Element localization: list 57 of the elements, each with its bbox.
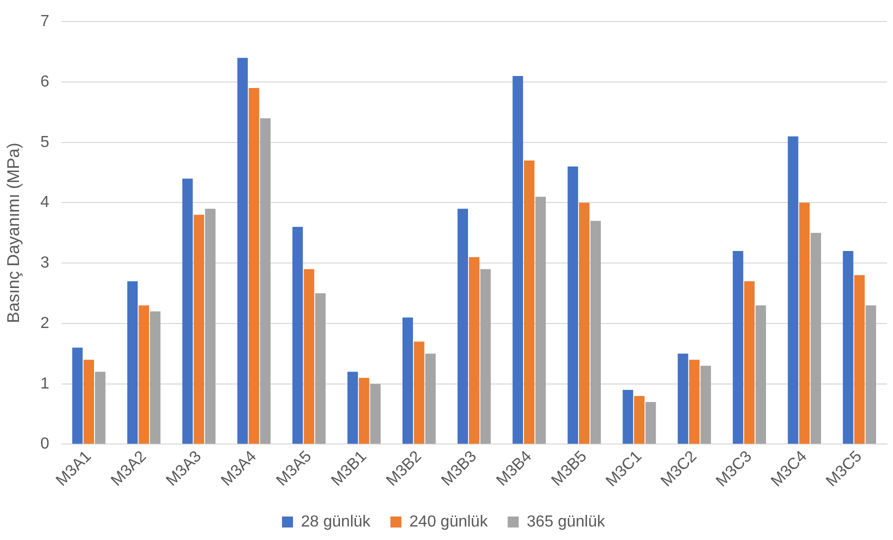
bar bbox=[568, 166, 578, 444]
bar bbox=[799, 202, 810, 444]
bar bbox=[194, 214, 204, 444]
bar bbox=[304, 269, 314, 444]
bar bbox=[535, 196, 546, 444]
bar bbox=[370, 384, 381, 444]
bar bbox=[150, 311, 160, 444]
bar bbox=[744, 281, 755, 444]
y-tick-label: 1 bbox=[40, 375, 50, 392]
bar bbox=[414, 342, 424, 444]
y-tick-label: 6 bbox=[40, 73, 50, 90]
bar bbox=[524, 160, 534, 444]
y-tick-label: 5 bbox=[40, 134, 50, 151]
bar bbox=[205, 208, 216, 444]
y-tick-label: 2 bbox=[40, 314, 50, 332]
bar bbox=[260, 118, 271, 444]
bar bbox=[622, 390, 634, 444]
y-tick-label: 7 bbox=[40, 13, 50, 30]
bar bbox=[358, 378, 370, 444]
bar bbox=[634, 396, 645, 444]
bar bbox=[645, 402, 656, 444]
bar bbox=[788, 136, 798, 444]
bar bbox=[94, 372, 106, 444]
legend-label: 240 günlük bbox=[409, 513, 489, 530]
bar bbox=[402, 317, 413, 444]
bar bbox=[732, 251, 744, 444]
y-tick-label: 3 bbox=[40, 254, 50, 272]
bar bbox=[127, 281, 138, 444]
bar bbox=[689, 360, 700, 444]
y-tick-label: 0 bbox=[40, 436, 50, 453]
bar bbox=[182, 178, 193, 444]
bar bbox=[756, 305, 766, 444]
legend-label: 28 günlük bbox=[301, 513, 372, 530]
bar bbox=[315, 293, 326, 444]
bar bbox=[842, 251, 854, 444]
legend-label: 365 günlük bbox=[526, 513, 606, 530]
bar bbox=[579, 202, 590, 444]
bar bbox=[138, 305, 150, 444]
bar bbox=[458, 208, 468, 444]
y-axis-title: Basınç Dayanımı (MPa) bbox=[4, 142, 23, 324]
y-tick-label: 4 bbox=[40, 194, 50, 212]
bar bbox=[854, 275, 865, 444]
bar bbox=[237, 58, 248, 444]
bar bbox=[590, 220, 601, 444]
bar bbox=[810, 232, 822, 444]
bar bbox=[866, 305, 876, 444]
bar bbox=[425, 354, 436, 444]
bar bbox=[248, 88, 260, 444]
bar bbox=[347, 372, 358, 444]
bar bbox=[468, 257, 480, 444]
bar bbox=[72, 348, 83, 444]
bar bbox=[512, 76, 524, 444]
bar bbox=[292, 226, 303, 444]
bar bbox=[678, 354, 688, 444]
bar bbox=[480, 269, 491, 444]
bar bbox=[700, 366, 711, 444]
bar bbox=[84, 360, 94, 444]
